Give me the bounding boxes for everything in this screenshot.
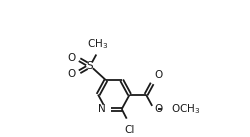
- Text: CH$_3$: CH$_3$: [88, 37, 109, 51]
- Text: OCH$_3$: OCH$_3$: [171, 102, 200, 116]
- Text: O: O: [154, 104, 163, 114]
- Text: N: N: [98, 104, 105, 114]
- Text: O: O: [154, 70, 163, 80]
- Text: O: O: [68, 53, 76, 63]
- Text: S: S: [87, 61, 94, 71]
- Text: O: O: [68, 69, 76, 79]
- Text: Cl: Cl: [124, 125, 135, 135]
